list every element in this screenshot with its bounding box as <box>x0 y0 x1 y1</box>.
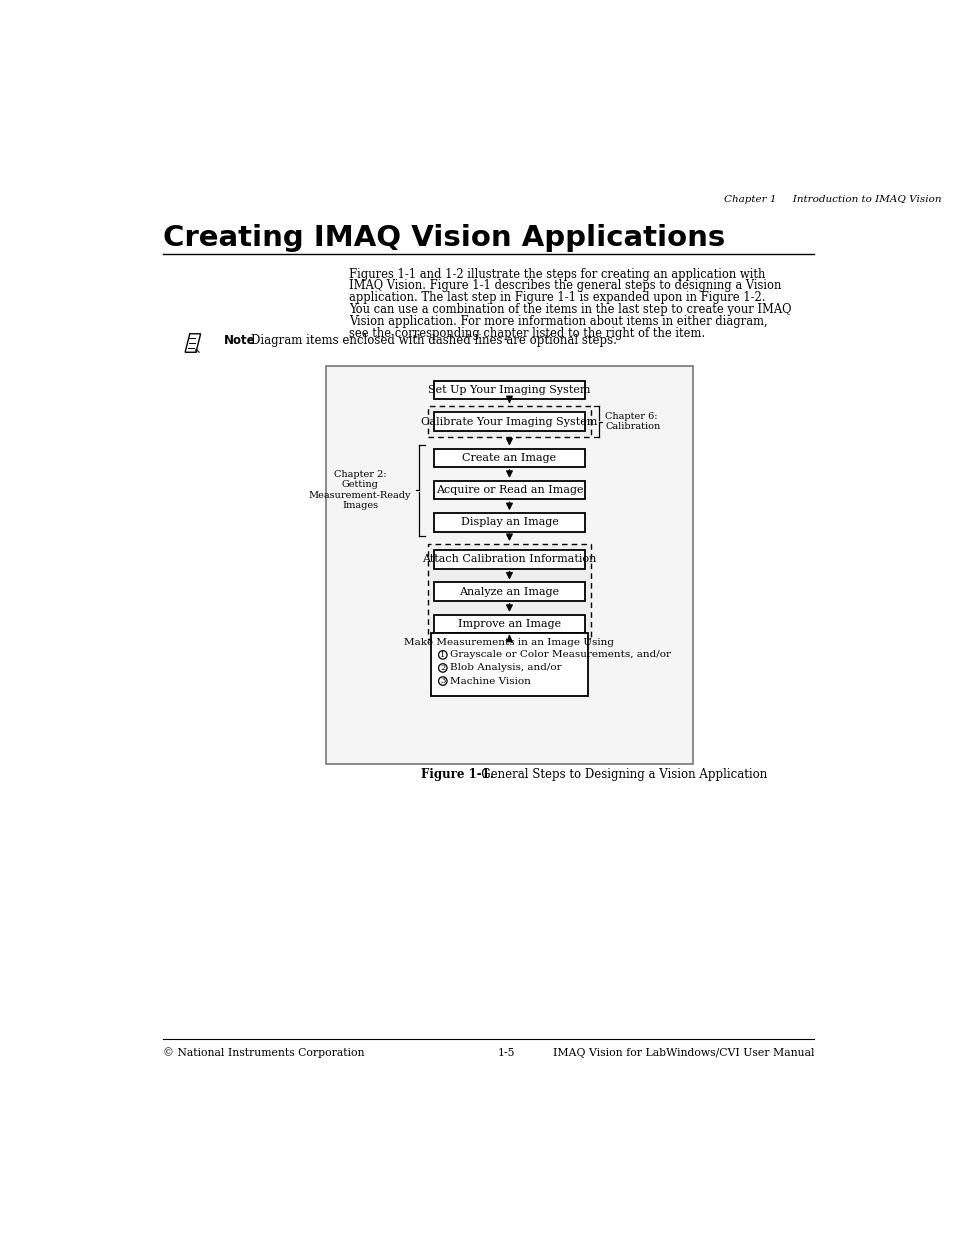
Text: 2: 2 <box>439 664 445 672</box>
Text: Make Measurements in an Image Using: Make Measurements in an Image Using <box>404 638 614 647</box>
Bar <box>427 543 591 640</box>
Text: 1: 1 <box>439 651 445 658</box>
Bar <box>326 366 692 764</box>
Text: © National Instruments Corporation: © National Instruments Corporation <box>163 1047 365 1058</box>
Text: Chapter 1     Introduction to IMAQ Vision: Chapter 1 Introduction to IMAQ Vision <box>723 195 941 204</box>
Text: 1-5: 1-5 <box>497 1049 515 1058</box>
Text: 3: 3 <box>439 677 445 685</box>
Text: Chapter 6:
Calibration: Chapter 6: Calibration <box>604 411 659 431</box>
Text: IMAQ Vision for LabWindows/CVI User Manual: IMAQ Vision for LabWindows/CVI User Manu… <box>553 1049 814 1058</box>
Bar <box>434 380 584 399</box>
Text: IMAQ Vision. Figure 1-1 describes the general steps to designing a Vision: IMAQ Vision. Figure 1-1 describes the ge… <box>349 279 781 293</box>
Bar <box>434 412 584 431</box>
Circle shape <box>438 663 447 672</box>
Text: Acquire or Read an Image: Acquire or Read an Image <box>436 485 582 495</box>
Text: Grayscale or Color Measurements, and/or: Grayscale or Color Measurements, and/or <box>450 651 671 659</box>
Text: Analyze an Image: Analyze an Image <box>459 587 559 597</box>
Bar <box>427 406 591 437</box>
Text: application. The last step in Figure 1-1 is expanded upon in Figure 1-2.: application. The last step in Figure 1-1… <box>349 291 765 304</box>
Text: Attach Calibration Information: Attach Calibration Information <box>422 555 596 564</box>
Bar <box>434 583 584 601</box>
Text: You can use a combination of the items in the last step to create your IMAQ: You can use a combination of the items i… <box>349 304 791 316</box>
Text: Set Up Your Imaging System: Set Up Your Imaging System <box>428 385 590 395</box>
Polygon shape <box>185 333 200 352</box>
Bar <box>434 448 584 467</box>
Text: Blob Analysis, and/or: Blob Analysis, and/or <box>450 663 561 672</box>
Text: Creating IMAQ Vision Applications: Creating IMAQ Vision Applications <box>163 225 725 252</box>
Text: Figure 1-1.: Figure 1-1. <box>421 768 494 781</box>
Text: Figures 1-1 and 1-2 illustrate the steps for creating an application with: Figures 1-1 and 1-2 illustrate the steps… <box>349 268 765 280</box>
Text: General Steps to Designing a Vision Application: General Steps to Designing a Vision Appl… <box>469 768 766 781</box>
Bar <box>434 480 584 499</box>
Text: Chapter 2:
Getting
Measurement-Ready
Images: Chapter 2: Getting Measurement-Ready Ima… <box>309 471 411 510</box>
Text: Note: Note <box>224 335 255 347</box>
Text: Machine Vision: Machine Vision <box>450 677 531 685</box>
Bar <box>434 550 584 568</box>
Text: see the corresponding chapter listed to the right of the item.: see the corresponding chapter listed to … <box>349 327 705 340</box>
Text: Diagram items enclosed with dashed lines are optional steps.: Diagram items enclosed with dashed lines… <box>251 335 617 347</box>
Circle shape <box>438 677 447 685</box>
Text: Display an Image: Display an Image <box>460 517 558 527</box>
Circle shape <box>438 651 447 659</box>
Bar <box>434 615 584 634</box>
Text: Vision application. For more information about items in either diagram,: Vision application. For more information… <box>349 315 767 329</box>
Text: Improve an Image: Improve an Image <box>457 619 560 629</box>
Bar <box>434 514 584 531</box>
Text: Create an Image: Create an Image <box>462 453 556 463</box>
Text: Calibrate Your Imaging System: Calibrate Your Imaging System <box>421 416 597 426</box>
Bar <box>431 632 587 695</box>
